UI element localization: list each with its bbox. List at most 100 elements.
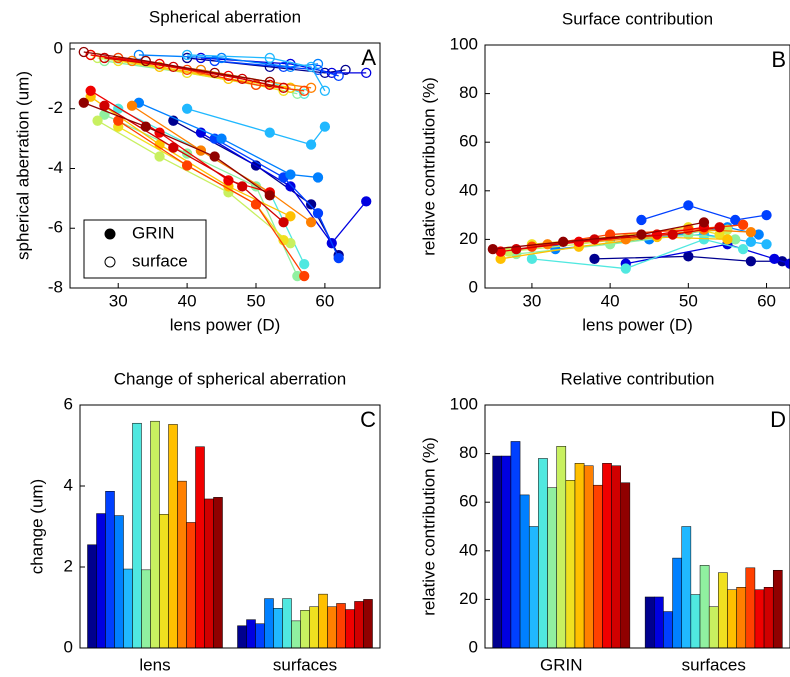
bar (602, 463, 612, 649)
data-point (278, 82, 289, 93)
bar (327, 606, 337, 649)
x-tick-label: 60 (315, 291, 334, 310)
data-point (636, 229, 647, 240)
data-point (216, 133, 227, 144)
bar (291, 620, 301, 649)
data-point (85, 49, 96, 61)
bar (718, 572, 728, 649)
series-line (516, 226, 720, 250)
bar (168, 424, 178, 649)
x-tick-label: 50 (679, 291, 698, 310)
bar (519, 494, 530, 649)
bar (727, 589, 737, 649)
axes-box (79, 404, 381, 649)
data-point (78, 46, 89, 58)
data-point (730, 214, 741, 226)
data-point (305, 217, 317, 228)
y-tick-label: 0 (469, 637, 478, 656)
bar (318, 593, 328, 649)
data-point (264, 190, 275, 201)
y-tick-label: 0 (469, 277, 478, 296)
data-point (305, 61, 317, 73)
data-point (305, 82, 317, 93)
data-point (333, 252, 344, 264)
data-point (285, 211, 296, 222)
data-point (285, 181, 296, 192)
data-point (761, 239, 772, 250)
series-line (187, 54, 326, 92)
y-tick-label: -4 (48, 158, 63, 177)
bar (663, 611, 673, 649)
data-point (181, 49, 193, 61)
panel-letter: A (361, 45, 376, 70)
bar (593, 484, 603, 649)
x-tick-label: 40 (178, 291, 197, 310)
data-point (305, 139, 317, 150)
data-point (181, 160, 193, 171)
plot-area (487, 200, 790, 274)
y-axis-label: relative contribution (%) (419, 77, 438, 256)
panel: Change of spherical aberration change (um… (27, 369, 381, 674)
data-point (737, 243, 749, 255)
x-tick-label: 30 (109, 291, 128, 310)
legend-label: GRIN (132, 223, 175, 242)
data-point (558, 236, 569, 247)
series-line (214, 60, 339, 77)
data-point (299, 258, 310, 270)
bar (177, 480, 187, 649)
bar (538, 458, 548, 649)
bar (745, 567, 756, 649)
data-point (264, 127, 275, 138)
bar (501, 455, 512, 649)
panel-title: Relative contribution (560, 369, 714, 388)
y-tick-label: 80 (459, 83, 478, 102)
bar (690, 594, 701, 649)
x-tick-label: lens (139, 655, 170, 674)
y-tick-label: 2 (64, 556, 73, 575)
data-point (264, 79, 275, 90)
y-tick-label: 0 (54, 38, 63, 57)
data-point (683, 251, 694, 262)
bar (611, 465, 621, 649)
bar (754, 589, 765, 649)
panel: Surface contribution relative contributio… (419, 9, 790, 334)
bar (273, 608, 283, 649)
data-point (209, 151, 220, 162)
bar (132, 422, 142, 649)
data-point (78, 97, 89, 108)
bar (345, 609, 355, 649)
bar (574, 463, 585, 649)
y-tick-label: 60 (459, 492, 478, 511)
bar (556, 446, 567, 649)
data-point (361, 67, 372, 79)
series-line (104, 105, 284, 223)
series-line (625, 243, 790, 265)
data-point (285, 82, 296, 93)
y-tick-label: 100 (450, 34, 478, 53)
bar (336, 603, 346, 649)
bar (354, 601, 364, 649)
axes-box (484, 404, 790, 649)
bar (300, 610, 310, 649)
data-point (683, 200, 694, 211)
data-point (698, 217, 710, 228)
y-tick-label: 20 (459, 229, 478, 248)
series-line (641, 204, 767, 221)
y-tick-label: 0 (64, 637, 73, 656)
panel: Relative contribution relative contributi… (419, 369, 790, 674)
x-axis-label: lens power (D) (170, 315, 281, 334)
data-point (216, 52, 227, 64)
bar (186, 522, 196, 649)
bar (87, 544, 97, 649)
data-point (745, 256, 757, 267)
axes-box (69, 42, 381, 289)
panel-letter: C (360, 407, 376, 432)
data-point (698, 234, 710, 245)
data-point (292, 88, 303, 99)
y-tick-label: 40 (459, 540, 478, 559)
bar (213, 497, 223, 649)
data-point (99, 52, 110, 64)
data-point (312, 58, 324, 70)
series-line (594, 255, 783, 262)
data-point (285, 169, 296, 180)
